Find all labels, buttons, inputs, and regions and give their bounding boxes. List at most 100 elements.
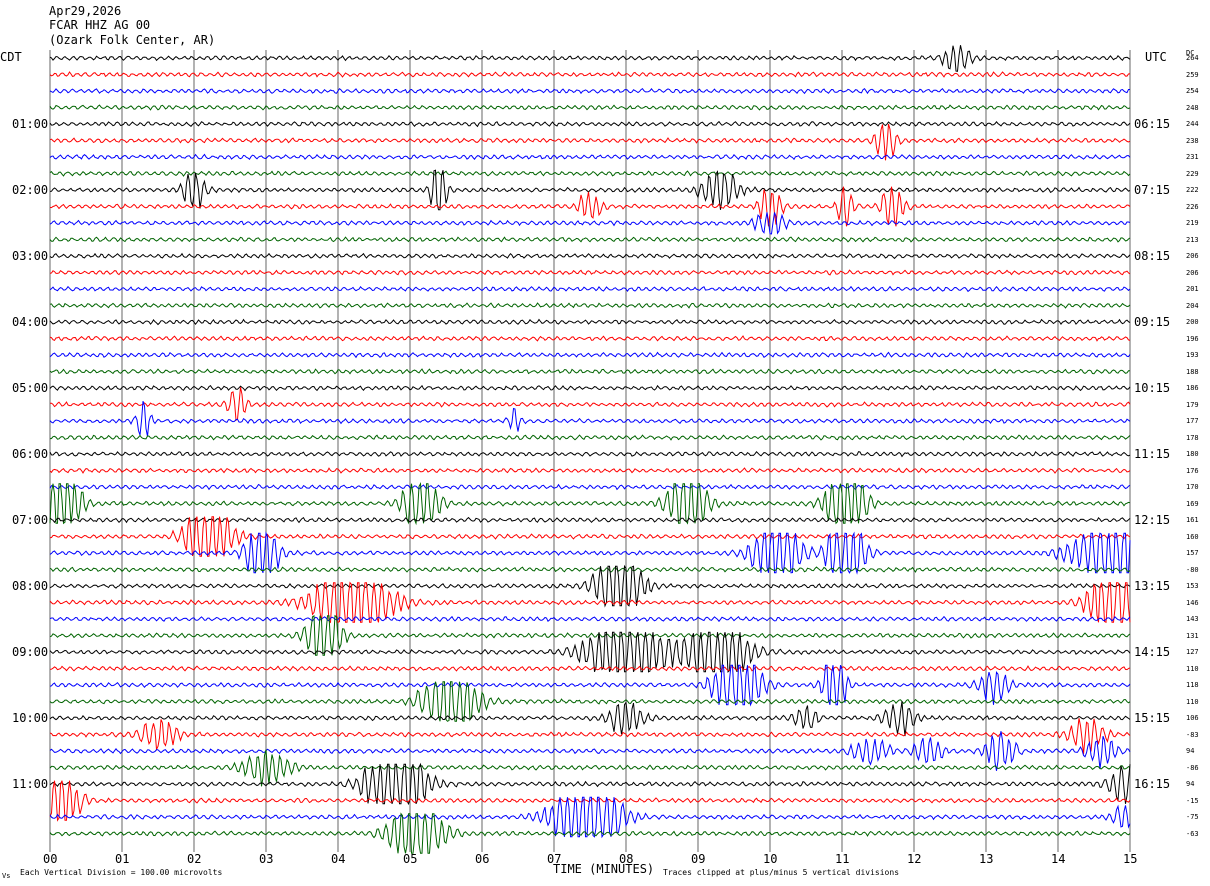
x-tick-label: 03 — [259, 852, 274, 866]
left-hour-label: 02:00 — [12, 183, 49, 197]
trace-line — [49, 564, 1131, 608]
dc-offset-label: 213 — [1186, 235, 1199, 244]
trace-line — [49, 87, 1130, 95]
dc-offset-label: 200 — [1186, 318, 1199, 326]
dc-offset-label: 160 — [1186, 532, 1199, 541]
left-hour-label: 09:00 — [12, 645, 49, 659]
x-tick-label: 04 — [331, 852, 346, 866]
trace-line — [49, 434, 1131, 441]
trace-line — [49, 252, 1131, 260]
dc-offset-label: 94 — [1186, 780, 1195, 788]
x-tick-label: 06 — [475, 852, 490, 866]
trace-line — [49, 749, 1131, 787]
dc-offset-label: 254 — [1186, 87, 1199, 95]
trace-line — [49, 796, 1131, 839]
trace-line — [49, 384, 1131, 392]
trace-line — [50, 387, 1131, 422]
right-hour-label: 06:15 — [1134, 117, 1171, 131]
dc-offset-label: 193 — [1186, 351, 1199, 359]
dc-offset-label: 176 — [1186, 466, 1199, 475]
x-tick-label: 01 — [115, 852, 130, 866]
trace-line — [49, 169, 1131, 211]
x-tick-label: 12 — [907, 852, 922, 866]
trace-line — [49, 631, 1131, 673]
header-station: FCAR HHZ AG 00 — [49, 18, 151, 32]
logo-mark: Vs — [2, 872, 11, 880]
dc-offset-label: 206 — [1186, 268, 1199, 277]
dc-offset-label: 143 — [1186, 615, 1199, 623]
trace-line — [49, 615, 1131, 623]
trace-line — [49, 516, 1131, 524]
trace-line — [49, 153, 1131, 161]
trace-line — [49, 45, 1131, 72]
dc-offset-label: 248 — [1186, 103, 1199, 112]
trace-line — [49, 780, 1131, 822]
trace-line — [49, 335, 1131, 342]
trace-line — [49, 566, 1131, 573]
dc-offset-label: 127 — [1186, 648, 1199, 656]
right-hour-label: 10:15 — [1134, 381, 1171, 395]
right-hour-label: 08:15 — [1134, 249, 1171, 263]
dc-offset-label: 244 — [1186, 120, 1199, 128]
trace-line — [49, 451, 1131, 458]
dc-offset-label: 170 — [1186, 483, 1199, 491]
dc-offset-label: 226 — [1186, 202, 1199, 211]
dc-offset-label: 169 — [1186, 499, 1199, 508]
left-zone-label: CDT — [0, 50, 22, 64]
dc-offset-label: 110 — [1186, 664, 1199, 673]
dc-offset-label: 106 — [1186, 714, 1199, 722]
dc-offset-label: 177 — [1186, 417, 1199, 425]
x-tick-label: 10 — [763, 852, 778, 866]
right-zone-label: UTC — [1145, 50, 1167, 64]
right-hour-label: 07:15 — [1134, 183, 1171, 197]
dc-offset-label: 146 — [1186, 598, 1199, 607]
right-hour-label: 11:15 — [1134, 447, 1171, 461]
dc-offset-label: 186 — [1186, 384, 1199, 392]
trace-line — [49, 531, 1131, 575]
trace-line — [49, 318, 1131, 326]
dc-offset-label: 188 — [1186, 367, 1199, 376]
trace-line — [49, 483, 1131, 491]
dc-offset-label: 264 — [1186, 54, 1199, 62]
minute-grid — [49, 50, 1131, 852]
right-hour-label: 14:15 — [1134, 645, 1171, 659]
trace-line — [49, 71, 1131, 78]
right-hour-label: 13:15 — [1134, 579, 1171, 593]
trace-line — [49, 401, 1131, 437]
trace-line — [49, 170, 1131, 177]
dc-offset-label: -15 — [1186, 796, 1199, 805]
left-hour-label: 03:00 — [12, 249, 49, 263]
dc-offset-label: 157 — [1186, 549, 1199, 557]
header-date: Apr29,2026 — [49, 4, 122, 18]
left-hour-label: 04:00 — [12, 315, 49, 329]
dc-label: DC — [1186, 49, 1195, 57]
trace-group — [49, 45, 1131, 854]
trace-line — [49, 614, 1131, 656]
left-hour-label: 10:00 — [12, 711, 49, 725]
trace-line — [49, 812, 1131, 854]
left-hour-label: 01:00 — [12, 117, 49, 131]
dc-offset-label: 231 — [1186, 153, 1199, 161]
dc-offset-label: -75 — [1186, 813, 1199, 821]
dc-offset-label: -83 — [1186, 730, 1199, 739]
trace-line — [49, 664, 1131, 707]
left-hour-label: 08:00 — [12, 579, 49, 593]
trace-line — [49, 368, 1130, 375]
trace-line — [49, 351, 1131, 359]
trace-line — [49, 516, 1131, 557]
dc-offset-label: -86 — [1186, 763, 1199, 772]
dc-offset-label: 201 — [1186, 285, 1199, 293]
x-tick-label: 05 — [403, 852, 418, 866]
dc-offset-label: 94 — [1186, 747, 1195, 755]
right-hour-label: 15:15 — [1134, 711, 1171, 725]
x-tick-label: 15 — [1123, 852, 1138, 866]
dc-offset-label: 131 — [1186, 631, 1199, 640]
dc-offset-label: 153 — [1186, 582, 1199, 590]
trace-line — [49, 665, 1131, 672]
trace-line — [49, 762, 1131, 806]
dc-offset-label: 222 — [1186, 186, 1199, 194]
trace-line — [49, 120, 1131, 128]
trace-line — [49, 186, 1131, 227]
right-hour-label: 09:15 — [1134, 315, 1171, 329]
